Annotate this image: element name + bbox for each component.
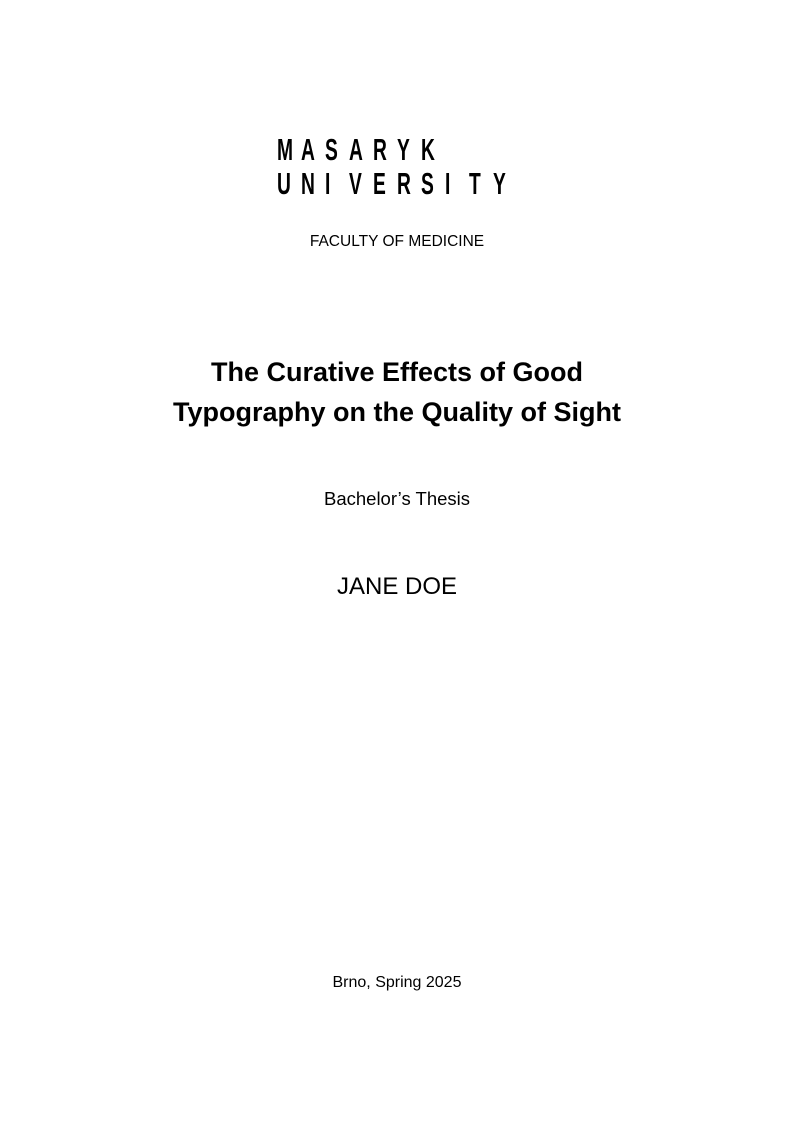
thesis-type: Bachelor’s Thesis bbox=[323, 488, 471, 509]
title-line-1: The Curative Effects of Good bbox=[210, 357, 584, 387]
logo-letter: Y bbox=[493, 166, 506, 201]
logo-letter: V bbox=[349, 166, 362, 201]
university-logo: M A S A R Y K U N I V E R S I T Y bbox=[277, 134, 517, 202]
faculty-name: FACULTY OF MEDICINE bbox=[309, 233, 485, 250]
logo-letter: M bbox=[277, 132, 294, 167]
logo-letter: A bbox=[349, 132, 363, 167]
logo-letter: U bbox=[277, 166, 291, 201]
logo-letter: S bbox=[421, 166, 434, 201]
title-line-2: Typography on the Quality of Sight bbox=[173, 397, 621, 427]
logo-letter: T bbox=[469, 166, 481, 201]
logo-letter: R bbox=[397, 166, 411, 201]
logo-letter: E bbox=[373, 166, 386, 201]
logo-letter: R bbox=[373, 132, 387, 167]
logo-line-masaryk: M A S A R Y K bbox=[277, 134, 517, 166]
thesis-title: The Curative Effects of Good Typography … bbox=[0, 352, 794, 432]
logo-letter: N bbox=[301, 166, 315, 201]
logo-letter: S bbox=[325, 132, 338, 167]
logo-letter: Y bbox=[397, 132, 410, 167]
logo-letter: I bbox=[445, 166, 451, 201]
logo-letter: K bbox=[421, 132, 435, 167]
place-and-date: Brno, Spring 2025 bbox=[332, 974, 462, 991]
logo-line-university: U N I V E R S I T Y bbox=[277, 168, 517, 200]
author-name: JANE DOE bbox=[336, 573, 458, 600]
logo-letter: A bbox=[301, 132, 315, 167]
logo-letter: I bbox=[325, 166, 331, 201]
